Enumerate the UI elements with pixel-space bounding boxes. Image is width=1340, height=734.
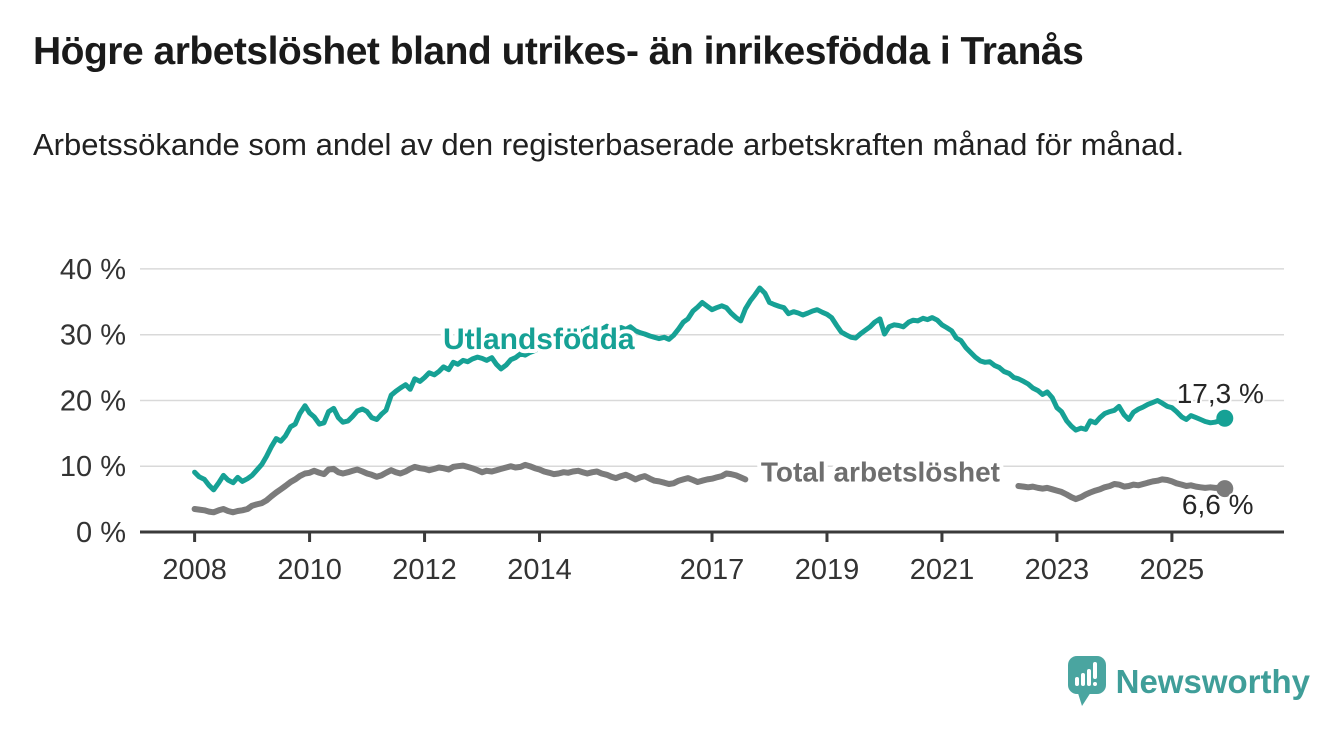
series-end-value-0: 17,3 % bbox=[1177, 378, 1264, 409]
newsworthy-logo-icon bbox=[1067, 656, 1106, 706]
chart-subtitle: Arbetssökande som andel av den registerb… bbox=[33, 127, 1185, 162]
x-tick-label: 2014 bbox=[507, 554, 572, 586]
x-tick-label: 2023 bbox=[1025, 554, 1090, 586]
series-end-dot-1 bbox=[1216, 480, 1234, 498]
x-tick-label: 2025 bbox=[1140, 554, 1205, 586]
line-chart-canvas: 0 % 10 % 20 % 30 % 40 % 2008 2010 2012 2014 2017 2… bbox=[60, 254, 1284, 586]
x-tick-label: 2012 bbox=[392, 554, 457, 586]
y-tick-label: 0 % bbox=[76, 517, 126, 549]
series-line-1 bbox=[1015, 476, 1228, 503]
series-line-0 bbox=[192, 285, 1228, 493]
page-title: Högre arbetslöshet bland utrikes- än inr… bbox=[33, 30, 1084, 73]
logo-bar-tall bbox=[1086, 669, 1091, 686]
series-label-1: Total arbetslöshet bbox=[761, 456, 1000, 487]
logo-bar-short bbox=[1074, 677, 1079, 686]
x-tick-label: 2008 bbox=[162, 554, 227, 586]
series-end-dot-0 bbox=[1216, 409, 1234, 427]
series-line-1 bbox=[191, 461, 749, 516]
newsworthy-logo: Newsworthy bbox=[1067, 656, 1310, 708]
y-tick-label: 40 % bbox=[60, 254, 126, 286]
logo-exclamation-dot bbox=[1092, 682, 1097, 686]
y-tick-label: 10 % bbox=[60, 451, 126, 483]
logo-exclamation-bar bbox=[1092, 662, 1097, 679]
x-tick-label: 2017 bbox=[680, 554, 745, 586]
y-tick-label: 20 % bbox=[60, 385, 126, 417]
x-tick-label: 2019 bbox=[795, 554, 860, 586]
x-tick-label: 2010 bbox=[277, 554, 342, 586]
series-end-value-1: 6,6 % bbox=[1182, 489, 1254, 520]
logo-bar-medium bbox=[1080, 673, 1085, 686]
x-tick-label: 2021 bbox=[910, 554, 975, 586]
y-tick-label: 30 % bbox=[60, 320, 126, 352]
series-label-0: Utlandsfödda bbox=[443, 323, 635, 356]
newsworthy-brand-text: Newsworthy bbox=[1115, 663, 1310, 700]
